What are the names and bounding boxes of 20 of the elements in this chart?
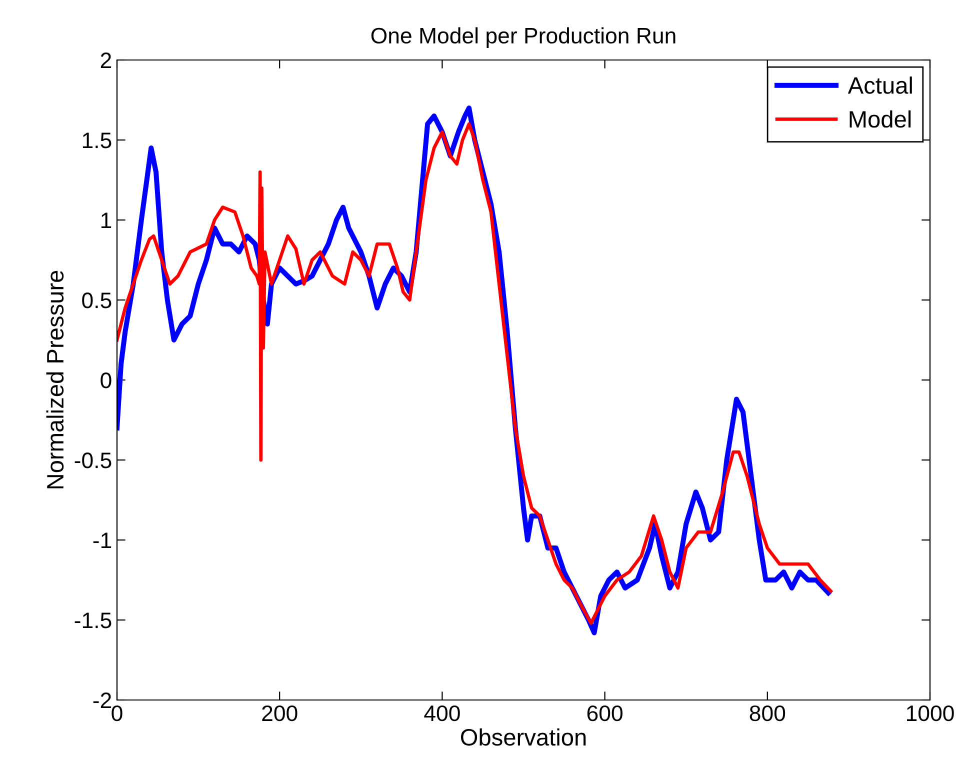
y-tick-label: -0.5: [74, 452, 112, 468]
y-tick-label: -1: [93, 532, 112, 548]
x-tick-label: 200: [262, 705, 298, 722]
y-tick-label: -1.5: [74, 612, 112, 628]
x-tick-label: 1000: [906, 705, 954, 722]
x-tick-label: 0: [112, 705, 122, 722]
legend-label: Actual: [848, 76, 912, 94]
y-tick-label: 1: [101, 212, 112, 228]
legend-label: Model: [850, 110, 911, 128]
y-tick-label: -2: [93, 692, 112, 708]
x-tick-label: 800: [750, 705, 786, 722]
y-tick-label: 0: [100, 372, 112, 388]
x-tick-label: 600: [587, 705, 622, 722]
x-axis-title: Observation: [460, 728, 586, 746]
y-tick-label: 1.5: [82, 132, 112, 148]
y-tick-label: 0.5: [82, 292, 112, 308]
chart-title: One Model per Production Run: [371, 27, 676, 48]
x-tick-label: 400: [424, 705, 460, 722]
y-tick-label: 2: [100, 52, 112, 68]
y-axis-title: Normalized Pressure: [46, 270, 64, 488]
